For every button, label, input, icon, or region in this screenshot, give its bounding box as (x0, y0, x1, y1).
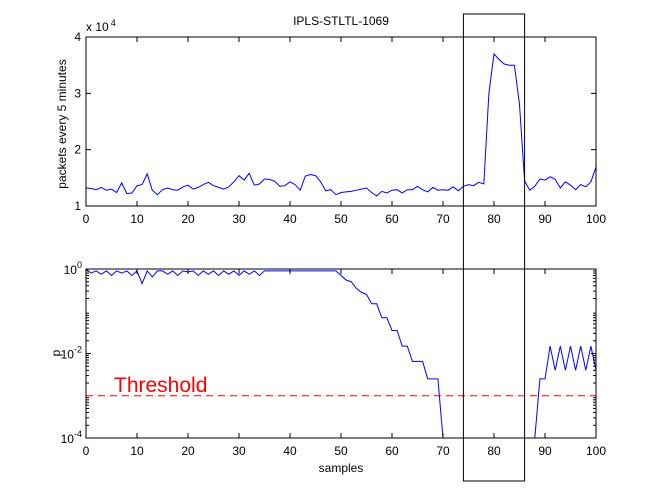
p-value-line (85, 268, 597, 439)
traffic-ticks: 0 10 20 30 40 50 60 70 80 90 100 1 2 3 4 (74, 30, 606, 226)
x-tick-label: 90 (538, 212, 552, 226)
y-tick-label: 4 (74, 30, 81, 44)
x-tick-label: 50 (334, 212, 348, 226)
traffic-plot-frame (85, 36, 597, 207)
traffic-chart: IPLS-STLTL-1069 x 10 4 0 10 20 30 40 50 60 70 80 9… (55, 14, 606, 226)
x-tick-label: 20 (181, 212, 195, 226)
y-tick-label: 10-2 (61, 345, 82, 362)
x-tick-label: 80 (487, 444, 501, 458)
x-tick-label: 70 (436, 444, 450, 458)
y-tick-base: 10 (61, 348, 75, 362)
traffic-series (85, 52, 597, 197)
x-tick-label: 60 (385, 212, 399, 226)
x-tick-label: 100 (586, 212, 606, 226)
y-tick-label: 1 (74, 199, 81, 213)
y-tick-label: 100 (64, 260, 82, 277)
y-tick-label: 3 (74, 86, 81, 100)
y-tick-label: 10-4 (61, 429, 82, 446)
x-tick-label: 40 (283, 212, 297, 226)
x-tick-label: 10 (130, 444, 144, 458)
x-tick-label: 70 (436, 212, 450, 226)
y-tick-exponent: 0 (77, 260, 82, 270)
y-tick-base: 10 (64, 263, 78, 277)
y-tick-label: 2 (74, 143, 81, 157)
x-tick-label: 10 (130, 212, 144, 226)
x-tick-label: 50 (334, 444, 348, 458)
y-tick-exponent: -4 (74, 429, 82, 439)
x-tick-label: 30 (232, 444, 246, 458)
x-tick-label: 20 (181, 444, 195, 458)
p-value-plot-frame (85, 268, 597, 439)
samples-x-axis-label: samples (319, 461, 364, 475)
y-tick-exponent: -2 (74, 345, 82, 355)
p-value-y-axis-label: p (49, 349, 63, 356)
x-tick-label: 30 (232, 212, 246, 226)
y-exponent-base: x 10 (86, 20, 109, 34)
y-tick-base: 10 (61, 432, 75, 446)
threshold-label: Threshold (114, 374, 207, 397)
anomaly-highlight-box (462, 13, 526, 482)
chart-title: IPLS-STLTL-1069 (293, 14, 389, 28)
x-tick-label: 100 (586, 444, 606, 458)
p-value-series (85, 268, 597, 439)
y-exponent-power: 4 (111, 18, 116, 28)
traffic-line (85, 52, 597, 197)
x-tick-label: 60 (385, 444, 399, 458)
x-tick-label: 90 (538, 444, 552, 458)
y-exponent-label: x 10 4 (86, 18, 116, 34)
traffic-y-axis-label: packets every 5 minutes (55, 59, 69, 188)
p-value-chart: Threshold 0 10 20 30 40 50 60 70 80 90 10010010-21… (49, 260, 606, 475)
x-tick-label: 40 (283, 444, 297, 458)
x-tick-label: 0 (83, 212, 90, 226)
x-tick-label: 80 (487, 212, 501, 226)
x-tick-label: 0 (83, 444, 90, 458)
